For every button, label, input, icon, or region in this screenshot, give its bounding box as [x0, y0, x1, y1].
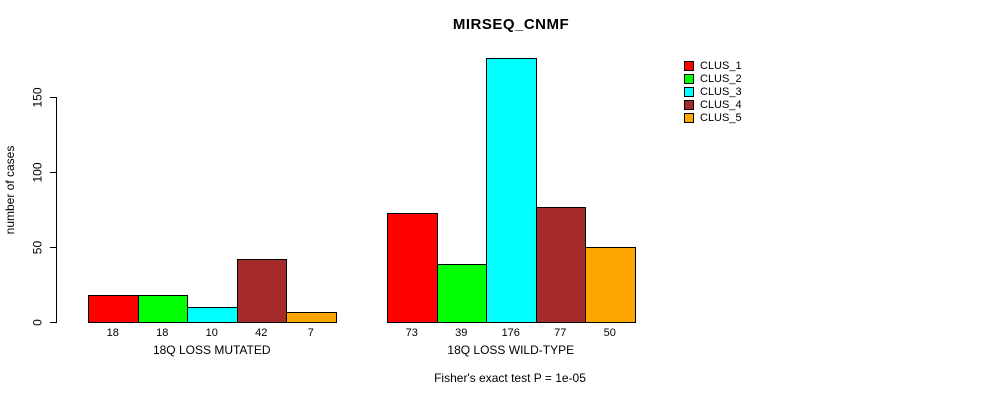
- legend-swatch-clus-5: [684, 113, 694, 123]
- y-tick-mark-50: [50, 246, 56, 248]
- bar-value-label: 18: [106, 327, 119, 339]
- y-tick-mark-0: [50, 321, 56, 323]
- legend-label: CLUS_5: [700, 112, 742, 124]
- bar-18q-loss-wild-type-clus-1: [387, 212, 438, 323]
- y-axis-label: number of cases: [3, 145, 17, 235]
- legend: CLUS_1 CLUS_2 CLUS_3 CLUS_4 CLUS_5: [684, 61, 742, 126]
- y-tick-label-50: 50: [30, 240, 45, 254]
- bar-18q-loss-mutated-clus-2: [137, 295, 188, 323]
- bar-18q-loss-wild-type-clus-2: [436, 263, 487, 323]
- bar-value-label: 39: [455, 327, 468, 339]
- legend-swatch-clus-2: [684, 74, 694, 84]
- legend-label: CLUS_2: [700, 73, 742, 85]
- bar-18q-loss-mutated-clus-5: [286, 311, 337, 323]
- bar-18q-loss-mutated-clus-3: [187, 307, 238, 323]
- legend-label: CLUS_3: [700, 86, 742, 98]
- bar-18q-loss-wild-type-clus-3: [486, 58, 537, 323]
- y-tick-label-100: 100: [30, 161, 45, 183]
- y-axis-line: [56, 97, 57, 323]
- bar-18q-loss-mutated-clus-4: [236, 259, 287, 323]
- bar-18q-loss-mutated-clus-1: [88, 295, 139, 323]
- legend-item-clus-1: CLUS_1: [684, 60, 742, 72]
- bar-value-label: 42: [255, 327, 268, 339]
- legend-label: CLUS_4: [700, 99, 742, 111]
- legend-item-clus-4: CLUS_4: [684, 99, 742, 111]
- y-tick-label-0: 0: [30, 318, 45, 326]
- legend-item-clus-3: CLUS_3: [684, 86, 742, 98]
- y-tick-mark-150: [50, 96, 56, 98]
- legend-swatch-clus-4: [684, 100, 694, 110]
- legend-swatch-clus-1: [684, 61, 694, 71]
- bar-value-label: 7: [307, 327, 314, 339]
- bar-value-label: 77: [554, 327, 567, 339]
- y-tick-mark-100: [50, 171, 56, 173]
- legend-swatch-clus-3: [684, 87, 694, 97]
- bar-value-label: 18: [156, 327, 169, 339]
- bar-value-label: 176: [501, 327, 520, 339]
- fisher-test-caption: Fisher's exact test P = 1e-05: [434, 371, 586, 385]
- x-axis-group-label-18q-loss-wild-type: 18Q LOSS WILD-TYPE: [447, 343, 575, 357]
- bar-18q-loss-wild-type-clus-4: [535, 206, 586, 323]
- x-axis-group-label-18q-loss-mutated: 18Q LOSS MUTATED: [152, 343, 271, 357]
- legend-label: CLUS_1: [700, 60, 742, 72]
- bar-value-label: 73: [405, 327, 418, 339]
- y-tick-label-150: 150: [30, 86, 45, 108]
- bar-18q-loss-wild-type-clus-5: [585, 247, 636, 323]
- bar-value-label: 50: [603, 327, 616, 339]
- legend-item-clus-5: CLUS_5: [684, 112, 742, 124]
- bar-value-label: 10: [205, 327, 218, 339]
- legend-item-clus-2: CLUS_2: [684, 73, 742, 85]
- chart-title: MIRSEQ_CNMF: [452, 16, 570, 33]
